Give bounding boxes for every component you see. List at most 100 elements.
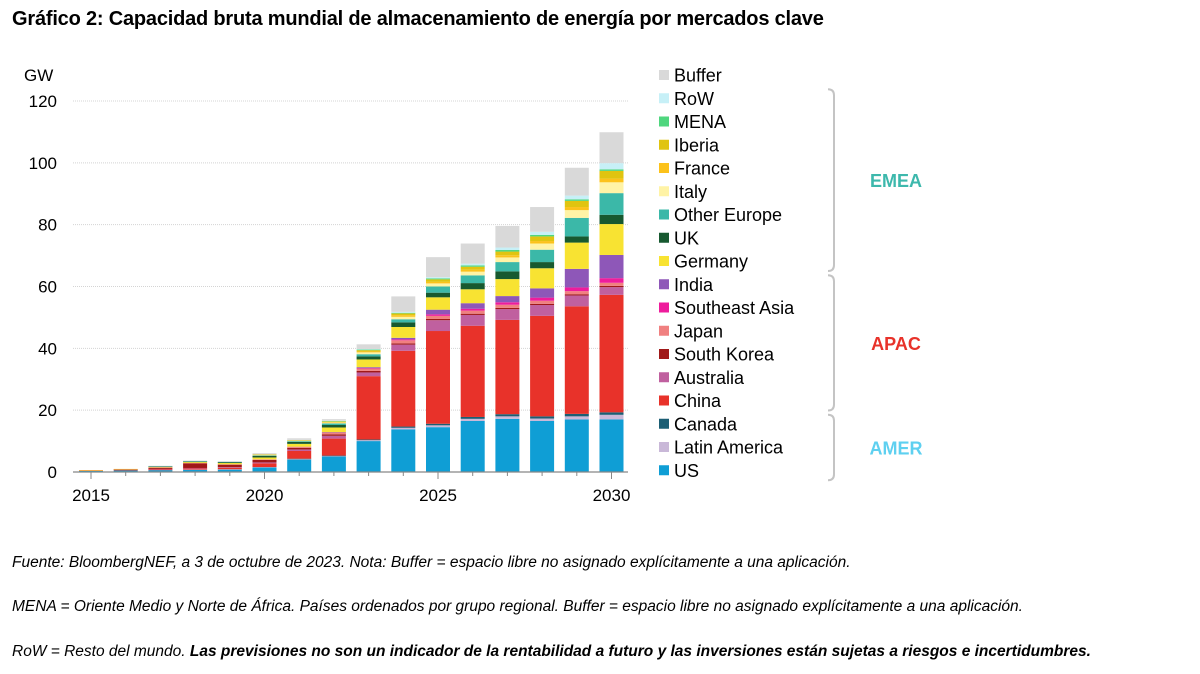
bar-2022-iberia [321,421,346,422]
bar-2029-india [564,268,589,288]
bar-2019-japan [217,464,242,465]
bar-2022-buffer [321,419,346,421]
bar-2028-india [530,288,555,298]
bar-2021-iberia [287,440,312,441]
bar-2025-france [426,281,450,284]
bar-2030-mena [599,169,624,171]
bar-2017-other-europe [148,466,173,467]
bar-2028-southeast-asia [530,297,555,301]
bar-2029-germany [564,242,589,269]
bar-2028-italy [530,243,555,250]
bar-2019-china [217,467,242,470]
legend-label-mena: MENA [674,112,726,132]
legend-swatch-uk [659,232,669,243]
footnote-source: Fuente: BloombergNEF, a 3 de octubre de … [12,554,851,571]
bar-2025-mena [426,278,450,280]
bar-2026-germany [460,289,485,304]
bar-2025-us [426,427,450,472]
bar-2029-us [564,419,589,472]
bar-2029-row [564,195,589,200]
bar-2018-japan [183,463,208,464]
legend-label-china: China [674,391,722,411]
bar-2024-row [391,311,416,313]
bar-2015-china [79,470,103,471]
legend-label-germany: Germany [674,252,748,272]
bar-2025-china [426,331,450,424]
bar-2027-row [495,247,520,251]
bar-2017-uk [148,466,173,467]
y-tick-60: 60 [38,278,57,297]
bar-2022-row [321,420,346,422]
legend-label-buffer: Buffer [674,66,722,86]
bar-2023-india [356,367,381,369]
bar-2030-canada [599,412,624,415]
bar-2025-south-korea [426,318,450,321]
y-tick-100: 100 [29,154,57,173]
bar-2024-uk [391,322,416,327]
bar-2018-other-europe [183,461,208,462]
bar-2027-buffer [495,225,520,248]
legend-label-iberia: Iberia [674,135,720,155]
bar-2017-buffer [148,465,173,467]
bar-2018-australia [183,467,208,469]
legend-swatch-france [659,163,669,173]
bar-2021-south-korea [287,447,312,450]
bar-2017-us [148,470,173,472]
bar-2020-buffer [252,453,277,455]
bar-2029-japan [564,291,589,295]
bar-2017-china [148,469,173,471]
bar-2018-south-korea [183,463,208,468]
bar-2020-iberia [252,454,277,455]
bar-2020-italy [252,455,277,456]
legend-swatch-us [659,465,669,476]
bar-2020-latin-america [252,467,277,468]
bar-2018-latin-america [183,469,208,471]
bar-2020-china [252,463,277,468]
legend-swatch-other-europe [659,209,669,220]
bar-2021-row [287,439,312,441]
y-tick-120: 120 [29,92,57,111]
bar-2026-south-korea [460,313,485,315]
bar-2030-southeast-asia [599,278,624,283]
bar-2022-italy [321,422,346,424]
bar-2024-south-korea [391,343,416,345]
bar-2020-uk [252,455,277,458]
legend-swatch-india [659,279,669,290]
bar-2029-mena [564,199,589,201]
bar-2024-japan [391,340,416,344]
legend-swatch-australia [659,372,669,383]
bar-2018-buffer [183,460,208,462]
bar-2019-us [217,469,242,472]
bar-2023-italy [356,352,381,355]
bar-2028-buffer [530,207,555,232]
bar-2023-other-europe [356,354,381,357]
bar-2026-canada [460,416,485,419]
bar-2021-us [287,459,312,472]
chart-title: Gráfico 2: Capacidad bruta mundial de al… [12,8,824,30]
bar-2030-japan [599,282,624,286]
footnote-disclaimer: Las previsiones no son un indicador de l… [189,643,1091,660]
footnote-row: RoW = Resto del mundo. Las previsiones n… [12,643,1091,661]
bar-2027-canada [495,414,520,417]
bar-2021-buffer [287,438,312,440]
bar-2026-china [460,325,485,417]
bar-2025-buffer [426,257,450,278]
bar-2025-row [426,277,450,279]
bar-2030-row [599,163,624,170]
bar-2027-uk [495,271,520,280]
bar-2017-australia [148,468,173,470]
bar-2029-australia [564,295,589,307]
bar-2024-india [391,337,416,340]
bar-2023-us [356,441,381,472]
bar-2028-south-korea [530,303,555,306]
bar-2021-italy [287,440,312,442]
bar-2020-us [252,467,277,472]
bar-2022-france [321,421,346,423]
bar-2022-latin-america [321,455,346,457]
bar-2022-us [321,456,346,472]
bar-2015-us [79,470,103,472]
bar-2022-china [321,438,346,456]
bar-2019-australia [217,467,242,468]
bar-2019-germany [217,463,242,465]
bar-2025-india [426,309,450,315]
